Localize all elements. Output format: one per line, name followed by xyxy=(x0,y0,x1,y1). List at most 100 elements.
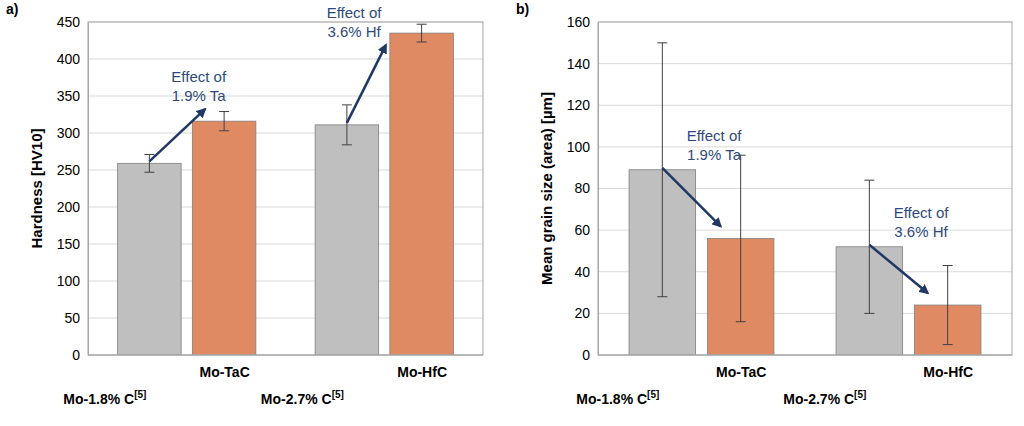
grid xyxy=(598,22,1012,355)
x-tick-label-superscript: [5] xyxy=(332,389,344,400)
plot-frame xyxy=(598,22,1012,355)
x-tick: Mo-TaC xyxy=(716,355,766,380)
y-tick-label: 20 xyxy=(574,305,590,321)
y-tick: 120 xyxy=(567,97,598,113)
error-bar-cap xyxy=(943,265,953,266)
y-tick: 0 xyxy=(72,347,88,363)
y-axis-line xyxy=(88,23,89,356)
x-axis-line xyxy=(88,355,483,356)
grid-line xyxy=(598,355,1012,356)
error-bar xyxy=(417,24,427,42)
error-bar-stem xyxy=(224,112,225,131)
error-bar-cap xyxy=(342,144,352,145)
y-tick: 300 xyxy=(57,125,88,141)
error-bar-stem xyxy=(346,105,347,145)
panel-label: a) xyxy=(6,1,18,17)
y-axis-line xyxy=(598,23,599,356)
x-tick-label-main: Mo-1.8% C xyxy=(63,391,134,407)
error-bar-cap xyxy=(657,296,667,297)
error-bar-cap xyxy=(144,172,154,173)
annotation-text: Effect of xyxy=(171,68,227,85)
y-tick: 350 xyxy=(57,88,88,104)
error-bar xyxy=(342,105,352,145)
error-bar-stem xyxy=(421,24,422,42)
annotation-arrow xyxy=(347,45,386,123)
plot-frame xyxy=(88,22,483,355)
y-tick: 80 xyxy=(574,180,598,196)
y-tick: 0 xyxy=(582,347,598,363)
y-tick-label: 80 xyxy=(574,180,590,196)
x-tick-label-superscript: [5] xyxy=(647,389,659,400)
y-tick: 150 xyxy=(57,236,88,252)
x-tick-label: Mo-2.7% C[5] xyxy=(261,389,344,407)
x-tick: Mo-1.8% C[5] xyxy=(576,355,663,407)
error-bar xyxy=(943,266,953,345)
y-tick-label: 200 xyxy=(57,199,81,215)
y-tick-label: 50 xyxy=(64,310,80,326)
y-tick-label: 300 xyxy=(57,125,81,141)
y-tick-label: 400 xyxy=(57,51,81,67)
error-bar-cap xyxy=(417,24,427,25)
y-tick-label: 160 xyxy=(567,14,591,30)
error-bar-stem xyxy=(740,155,741,322)
annotation-arrow xyxy=(869,245,927,293)
error-bar-cap xyxy=(417,41,427,42)
x-tick-label-superscript: [5] xyxy=(854,389,866,400)
annotation-text: 3.6% Hf xyxy=(327,23,381,40)
x-tick: Mo-1.8% C[5] xyxy=(63,355,150,407)
x-tick-label: Mo-1.8% C[5] xyxy=(63,389,146,407)
y-tick-label: 100 xyxy=(567,139,591,155)
y-tick-label: 60 xyxy=(574,222,590,238)
error-bar-cap xyxy=(219,111,229,112)
x-tick-label-superscript: [5] xyxy=(134,389,146,400)
x-tick: Mo-HfC xyxy=(397,355,447,380)
y-tick: 20 xyxy=(574,305,598,321)
grid-line xyxy=(598,146,1012,147)
x-tick-label: Mo-HfC xyxy=(397,364,447,380)
error-bar xyxy=(219,112,229,131)
marks xyxy=(629,43,981,355)
error-bar-stem xyxy=(869,180,870,313)
error-bar-cap xyxy=(657,42,667,43)
y-axis-title: Mean grain size (area) [µm] xyxy=(538,92,555,285)
x-tick-label-main: Mo-2.7% C xyxy=(261,391,332,407)
annotation-arrow xyxy=(662,168,720,227)
x-axis-line xyxy=(598,355,1012,356)
y-tick-label: 150 xyxy=(57,236,81,252)
error-bar-cap xyxy=(219,130,229,131)
y-tick-label: 40 xyxy=(574,264,590,280)
x-tick-label: Mo-2.7% C[5] xyxy=(783,389,866,407)
grid xyxy=(88,22,483,355)
y-tick: 250 xyxy=(57,162,88,178)
annotation-text: Effect of xyxy=(894,204,950,221)
y-tick-label: 0 xyxy=(72,347,80,363)
y-tick: 100 xyxy=(567,139,598,155)
chart-container: a)050100150200250300350400450Hardness [H… xyxy=(0,0,1024,426)
annotations: Effect of1.9% TaEffect of3.6% Hf xyxy=(149,4,385,161)
grid-line xyxy=(88,355,483,356)
annotations: Effect of1.9% TaEffect of3.6% Hf xyxy=(662,127,949,293)
x-tick: Mo-TaC xyxy=(199,355,249,380)
y-tick-label: 120 xyxy=(567,97,591,113)
x-tick-label-main: Mo-1.8% C xyxy=(576,391,647,407)
y-tick: 400 xyxy=(57,51,88,67)
error-bar-stem xyxy=(149,154,150,172)
grid-line xyxy=(598,63,1012,64)
y-tick-label: 450 xyxy=(57,14,81,30)
error-bar-cap xyxy=(864,180,874,181)
x-tick: Mo-2.7% C[5] xyxy=(783,355,870,407)
x-tick-label: Mo-1.8% C[5] xyxy=(576,389,659,407)
annotation-text: 1.9% Ta xyxy=(687,146,742,163)
y-tick: 100 xyxy=(57,273,88,289)
y-tick: 50 xyxy=(64,310,88,326)
bar xyxy=(390,33,454,355)
panel-label: b) xyxy=(516,1,529,17)
y-tick-label: 0 xyxy=(582,347,590,363)
y-axis: 0 20 40 60 80 100 120 140 160 xyxy=(567,14,599,363)
y-tick-label: 140 xyxy=(567,56,591,72)
y-axis: 0 50 100 150 200 250 300 350 400 450 xyxy=(57,14,89,363)
y-tick: 140 xyxy=(567,56,598,72)
error-bar-stem xyxy=(947,266,948,345)
y-tick-label: 350 xyxy=(57,88,81,104)
y-axis-title: Hardness [HV10] xyxy=(28,128,45,248)
